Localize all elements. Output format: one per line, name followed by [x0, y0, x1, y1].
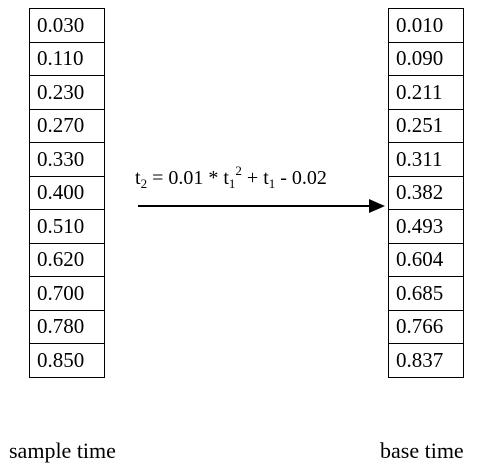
sample-time-cell: 0.400 [29, 175, 105, 210]
sample-time-cell: 0.780 [29, 309, 105, 344]
formula-t1b-subscript: 1 [268, 176, 276, 191]
formula-t2-subscript: 2 [140, 176, 148, 191]
sample-time-cell: 0.230 [29, 75, 105, 110]
formula-t2: t [135, 167, 141, 189]
formula-part1: = 0.01 * [147, 167, 224, 189]
base-time-cell: 0.766 [388, 309, 464, 344]
sample-time-cell: 0.330 [29, 142, 105, 177]
right-arrow-icon [138, 199, 385, 213]
formula-t1-subscript: 1 [228, 176, 236, 191]
sample-time-cell: 0.700 [29, 276, 105, 311]
formula-t1b: t [263, 167, 269, 189]
base-time-cell: 0.493 [388, 209, 464, 244]
base-time-cell: 0.382 [388, 175, 464, 210]
base-time-cell: 0.685 [388, 276, 464, 311]
base-time-cell: 0.311 [388, 142, 464, 177]
formula-t1: t [223, 167, 229, 189]
conversion-formula: t2 = 0.01 * t12 + t1 - 0.02 [135, 163, 327, 192]
sample-time-cell: 0.030 [29, 8, 105, 43]
base-time-cell: 0.251 [388, 108, 464, 143]
formula-part3: - 0.02 [275, 167, 327, 189]
sample-time-column: 0.030 0.110 0.230 0.270 0.330 0.400 0.510 0.620… [29, 8, 105, 378]
formula-part2: + [241, 167, 264, 189]
base-time-cell: 0.010 [388, 8, 464, 43]
sample-time-caption: sample time [9, 438, 116, 463]
sample-time-cell: 0.850 [29, 343, 105, 378]
formula-t1-exponent: 2 [235, 163, 242, 178]
base-time-caption: base time [380, 438, 464, 463]
base-time-cell: 0.211 [388, 75, 464, 110]
sample-time-cell: 0.270 [29, 108, 105, 143]
base-time-cell: 0.604 [388, 242, 464, 277]
base-time-cell: 0.837 [388, 343, 464, 378]
sample-time-cell: 0.110 [29, 41, 105, 76]
sample-time-cell: 0.620 [29, 242, 105, 277]
base-time-column: 0.010 0.090 0.211 0.251 0.311 0.382 0.493 0.604… [388, 8, 464, 378]
sample-time-cell: 0.510 [29, 209, 105, 244]
base-time-cell: 0.090 [388, 41, 464, 76]
